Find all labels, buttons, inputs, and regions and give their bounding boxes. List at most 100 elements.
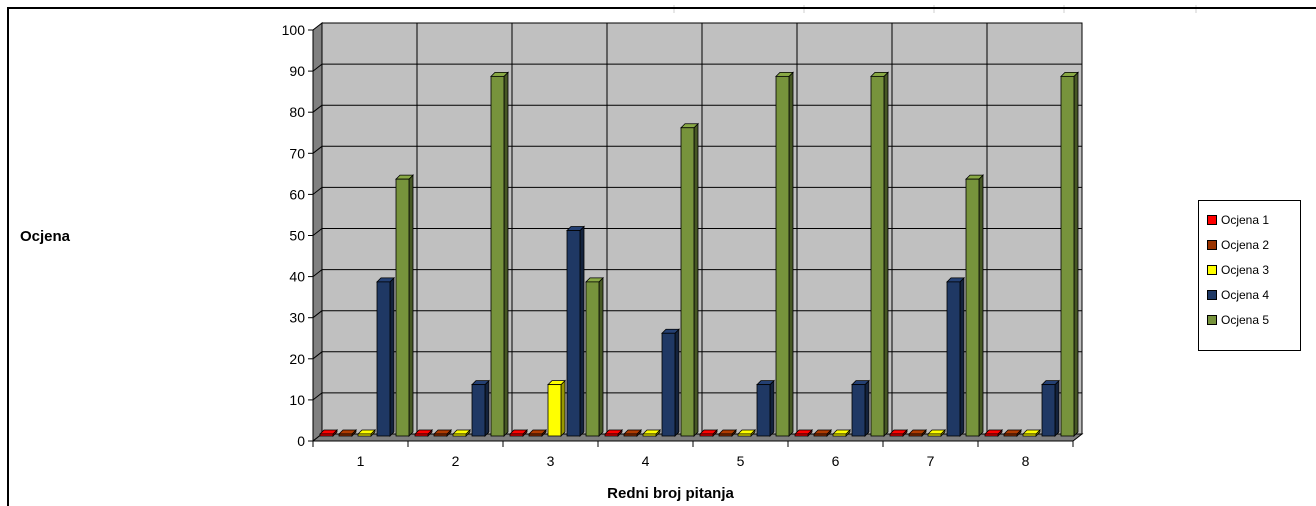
bar-side (864, 379, 870, 437)
bar-side (408, 174, 414, 437)
bar-front (775, 75, 790, 437)
y-tick-label: 100 (282, 22, 306, 38)
legend-swatch (1207, 264, 1217, 275)
spreadsheet-header-strip (0, 0, 1316, 13)
y-tick-label: 50 (289, 228, 305, 244)
chart-border-top (7, 7, 1316, 9)
bar (946, 276, 965, 437)
bar-front (946, 281, 961, 437)
bar-side (1054, 379, 1060, 437)
bar (566, 225, 585, 437)
bar (661, 328, 680, 437)
bar (528, 429, 547, 437)
bar (319, 429, 338, 437)
y-tick-label: 40 (289, 269, 305, 285)
gridline-y-side (312, 104, 323, 113)
bar (471, 379, 490, 437)
legend-item: Ocjena 4 (1199, 282, 1300, 307)
x-tick-label: 4 (642, 453, 650, 469)
bar (433, 429, 452, 437)
bar-front (338, 433, 353, 437)
legend-label: Ocjena 4 (1221, 287, 1270, 302)
bar (623, 429, 642, 437)
bar-front (680, 127, 695, 437)
bar (908, 429, 927, 437)
y-tick-label: 80 (289, 104, 305, 120)
bar-front (566, 230, 581, 437)
y-tick-label: 0 (297, 433, 305, 449)
bar-front (984, 433, 999, 437)
gridline-y-side (312, 269, 323, 277)
bar (813, 429, 832, 437)
y-tick-label: 70 (289, 145, 305, 161)
bar (1060, 71, 1079, 437)
bar-front (756, 384, 771, 437)
bar-front (471, 384, 486, 437)
bar-front (357, 433, 372, 437)
x-tick-label: 2 (452, 453, 460, 469)
bar-front (813, 433, 828, 437)
bar (1003, 429, 1022, 437)
gridline-y-side (312, 145, 323, 154)
bar-front (490, 75, 505, 437)
bar (737, 429, 756, 437)
bar-front (604, 433, 619, 437)
bar-side (769, 379, 775, 437)
bar-front (319, 433, 334, 437)
bar (376, 276, 395, 437)
bar-side (693, 122, 699, 437)
bar-side (788, 71, 794, 437)
bar (547, 379, 566, 437)
bar-front (737, 433, 752, 437)
gridline-y-side (312, 187, 323, 195)
legend-label: Ocjena 1 (1221, 212, 1270, 227)
bar-front (889, 433, 904, 437)
bar (585, 276, 604, 437)
legend-item: Ocjena 1 (1199, 207, 1300, 232)
gridline-y-side (312, 228, 323, 236)
column-separators (673, 5, 1197, 13)
legend-item: Ocjena 2 (1199, 232, 1300, 257)
bar-front (1022, 433, 1037, 437)
gridline-y-side (312, 351, 323, 360)
bar (756, 379, 775, 437)
gridline-y-side (312, 310, 323, 319)
bar (927, 429, 946, 437)
legend-label: Ocjena 5 (1221, 312, 1270, 327)
legend-swatch (1207, 239, 1217, 250)
bar-front (376, 281, 391, 437)
gridline-y-side (312, 392, 323, 401)
bar-front (452, 433, 467, 437)
bar-side (978, 174, 984, 437)
bar-front (870, 75, 885, 437)
bar-front (699, 433, 714, 437)
bar-side (674, 328, 680, 437)
bar-front (509, 433, 524, 437)
legend-item: Ocjena 3 (1199, 257, 1300, 282)
bar-front (414, 433, 429, 437)
bar (338, 429, 357, 437)
x-tick-label: 8 (1022, 453, 1030, 469)
y-axis-label: Ocjena (20, 228, 71, 245)
x-tick-label: 7 (927, 453, 935, 469)
bar (889, 429, 908, 437)
chart-border-left (7, 7, 9, 506)
bar-front (794, 433, 809, 437)
legend-swatch (1207, 289, 1217, 300)
legend-item: Ocjena 5 (1199, 307, 1300, 332)
y-tick-label: 30 (289, 310, 305, 326)
legend-label: Ocjena 3 (1221, 262, 1270, 277)
bar-front (547, 384, 562, 437)
legend-swatch (1207, 314, 1217, 325)
bar (851, 379, 870, 437)
x-tick-label: 1 (357, 453, 365, 469)
bar-front (851, 384, 866, 437)
y-tick-label: 60 (289, 186, 305, 202)
y-tick-label: 90 (289, 63, 305, 79)
x-axis-label: Redni broj pitanja (607, 485, 734, 502)
legend-swatch (1207, 214, 1217, 225)
bar (357, 429, 376, 437)
bar-front (623, 433, 638, 437)
bar-front (1041, 384, 1056, 437)
bar-front (661, 332, 676, 437)
